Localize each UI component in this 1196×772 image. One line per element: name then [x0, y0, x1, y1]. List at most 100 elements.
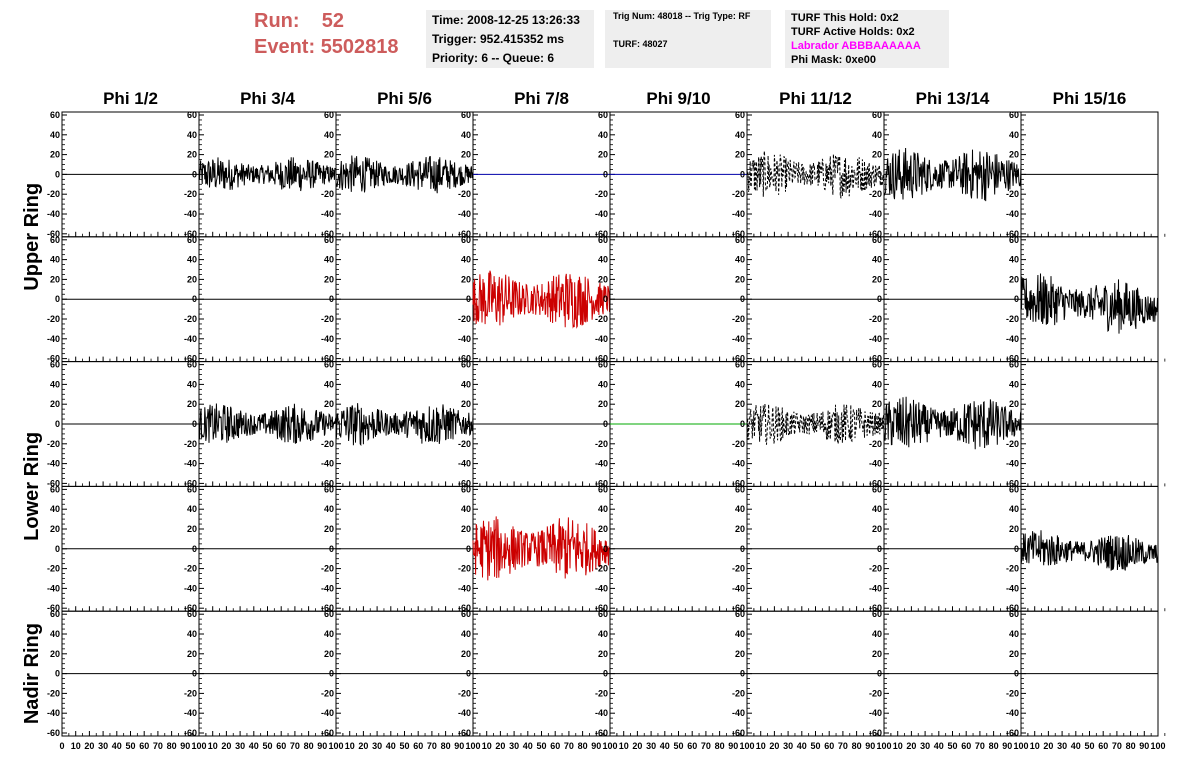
y-tick-label-r5-c5-3: 0	[603, 669, 608, 679]
y-tick-label-r3-c2-3: 0	[192, 419, 197, 429]
y-tick-label-r5-c3-1: -40	[321, 708, 334, 718]
y-tick-label-r4-c4-1: -40	[458, 583, 471, 593]
y-tick-label-r4-c6-2: -20	[732, 564, 745, 574]
x-tick-label-c4-3: 30	[509, 741, 519, 751]
x-tick-label-c3-9: 90	[454, 741, 464, 751]
ring-label-2: Lower Ring	[21, 432, 43, 541]
y-tick-label-r1-c1-3: 0	[55, 169, 60, 179]
y-tick-label-r5-c5-6: 60	[598, 609, 608, 619]
y-tick-label-r5-c7-6: 60	[872, 609, 882, 619]
y-tick-label-r4-c3-6: 60	[324, 484, 334, 494]
y-tick-label-r5-c5-1: -40	[595, 708, 608, 718]
y-tick-label-r1-c2-4: 20	[187, 150, 197, 160]
column-heading-7: Phi 13/14	[916, 89, 990, 108]
y-tick-label-r2-c2-1: -40	[184, 334, 197, 344]
y-tick-label-r5-c6-1: -40	[732, 708, 745, 718]
trig-info-box: Trig Num: 48018 -- Trig Type: RF TURF: 4…	[605, 10, 771, 68]
y-tick-label-r4-c1-0: -60	[47, 603, 60, 613]
y-tick-label-r1-c8-3: 0	[1014, 169, 1019, 179]
x-tick-label-c4-10: 100	[602, 741, 617, 751]
x-tick-label-c4-8: 80	[578, 741, 588, 751]
y-tick-label-r3-c3-6: 60	[324, 360, 334, 370]
y-tick-label-r1-c5-0: -60	[595, 229, 608, 239]
waveform-trace-r3-c6	[746, 403, 885, 445]
x-tick-label-c7-2: 20	[906, 741, 916, 751]
y-tick-label-r1-c8-2: -20	[1006, 189, 1019, 199]
y-tick-label-r3-c2-6: 60	[187, 360, 197, 370]
waveform-trace-r1-c6	[746, 150, 885, 199]
y-tick-label-r2-c8-1: -40	[1006, 334, 1019, 344]
x-tick-label-c7-9: 90	[1002, 741, 1012, 751]
y-tick-label-r3-c7-2: -20	[869, 439, 882, 449]
y-tick-label-r3-c3-3: 0	[329, 419, 334, 429]
y-tick-label-r4-c7-1: -40	[869, 583, 882, 593]
y-tick-label-r1-c2-3: 0	[192, 169, 197, 179]
y-tick-label-r3-c1-2: -20	[47, 439, 60, 449]
phi-mask-text: Phi Mask: 0xe00	[791, 54, 876, 66]
y-tick-label-r2-c3-1: -40	[321, 334, 334, 344]
y-tick-label-r2-c7-6: 60	[872, 235, 882, 245]
y-tick-label-r1-c2-0: -60	[184, 229, 197, 239]
x-tick-label-c5-5: 50	[673, 741, 683, 751]
y-tick-label-r1-c5-5: 40	[598, 130, 608, 140]
time-info-box: Time: 2008-12-25 13:26:33 Trigger: 952.4…	[426, 10, 594, 68]
y-tick-label-r3-c3-2: -20	[321, 439, 334, 449]
y-tick-label-r4-c1-5: 40	[50, 504, 60, 514]
column-heading-8: Phi 15/16	[1053, 89, 1127, 108]
event-label: Event:	[254, 36, 316, 58]
x-tick-label-c4-6: 60	[550, 741, 560, 751]
waveform-trace-r3-c7	[883, 396, 1022, 450]
y-tick-label-r4-c1-1: -40	[47, 583, 60, 593]
y-tick-label-r5-c5-4: 20	[598, 649, 608, 659]
y-tick-label-r2-c4-6: 60	[461, 235, 471, 245]
x-tick-label-c8-2: 20	[1043, 741, 1053, 751]
y-tick-label-r2-c3-3: 0	[329, 294, 334, 304]
y-tick-label-r3-c4-5: 40	[461, 379, 471, 389]
y-tick-label-r1-c6-5: 40	[735, 130, 745, 140]
y-tick-label-r2-c2-6: 60	[187, 235, 197, 245]
y-tick-label-r4-c7-5: 40	[872, 504, 882, 514]
y-tick-label-r4-c2-4: 20	[187, 524, 197, 534]
y-tick-label-r3-c7-6: 60	[872, 360, 882, 370]
y-tick-label-r5-c8-0: -60	[1006, 728, 1019, 738]
y-tick-label-r4-c2-5: 40	[187, 504, 197, 514]
y-tick-label-r5-c4-3: 0	[466, 669, 471, 679]
x-tick-label-c8-1: 10	[1030, 741, 1040, 751]
y-tick-label-r3-c8-0: -60	[1006, 478, 1019, 488]
y-tick-label-r1-c6-0: -60	[732, 229, 745, 239]
y-tick-label-r2-c8-2: -20	[1006, 314, 1019, 324]
time-text: Time: 2008-12-25 13:26:33	[432, 13, 580, 27]
x-tick-label-c2-7: 70	[290, 741, 300, 751]
y-tick-label-r2-c6-0: -60	[732, 354, 745, 364]
y-tick-label-r2-c5-0: -60	[595, 354, 608, 364]
x-tick-label-c2-10: 100	[328, 741, 343, 751]
y-tick-label-r1-c1-1: -40	[47, 209, 60, 219]
waveform-trace-r3-c3	[335, 403, 474, 447]
y-tick-label-r3-c6-5: 40	[735, 379, 745, 389]
turf-this-hold-text: TURF This Hold: 0x2	[791, 12, 899, 24]
y-tick-label-r1-c8-6: 60	[1009, 110, 1019, 120]
y-tick-label-r4-c7-6: 60	[872, 484, 882, 494]
y-tick-label-r3-c4-1: -40	[458, 459, 471, 469]
y-tick-label-r3-c3-1: -40	[321, 459, 334, 469]
y-tick-label-r5-c2-0: -60	[184, 728, 197, 738]
y-tick-label-r4-c5-6: 60	[598, 484, 608, 494]
x-tick-label-c1-8: 80	[167, 741, 177, 751]
x-tick-label-c1-7: 70	[153, 741, 163, 751]
x-tick-label-c6-10: 100	[876, 741, 891, 751]
y-tick-label-r1-c4-4: 20	[461, 150, 471, 160]
y-tick-label-r1-c3-5: 40	[324, 130, 334, 140]
y-tick-label-r4-c5-2: -20	[595, 564, 608, 574]
y-tick-label-r4-c6-3: 0	[740, 544, 745, 554]
event-value: 5502818	[320, 36, 399, 58]
y-tick-label-r4-c7-4: 20	[872, 524, 882, 534]
y-tick-label-r1-c2-5: 40	[187, 130, 197, 140]
y-tick-label-r3-c7-3: 0	[877, 419, 882, 429]
x-tick-label-c3-3: 30	[372, 741, 382, 751]
y-tick-label-r5-c3-3: 0	[329, 669, 334, 679]
x-tick-label-c7-1: 10	[893, 741, 903, 751]
y-tick-label-r3-c7-4: 20	[872, 399, 882, 409]
y-tick-label-r3-c5-2: -20	[595, 439, 608, 449]
y-tick-label-r5-c1-3: 0	[55, 669, 60, 679]
y-tick-label-r2-c1-2: -20	[47, 314, 60, 324]
